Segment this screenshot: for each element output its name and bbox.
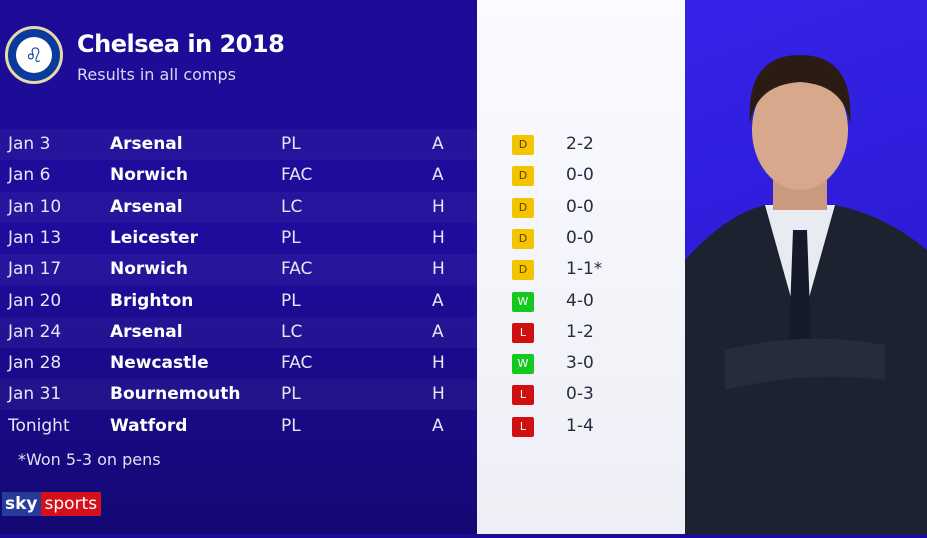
match-date: Tonight [8,415,70,436]
result-badge: W [512,354,534,375]
result-badge: D [512,166,534,187]
manager-photo-panel [685,0,927,534]
footnote: *Won 5-3 on pens [18,450,161,469]
result-row: Jan 3 Arsenal PL A D 2-2 [0,129,685,160]
sky-sports-logo: sky sports [2,492,102,516]
match-date: Jan 13 [8,227,62,248]
competition: FAC [281,353,313,374]
venue: A [432,290,444,311]
match-date: Jan 28 [8,353,62,374]
row-background [0,129,477,160]
venue: H [432,259,445,280]
result-badge: L [512,416,534,437]
results-panel [477,0,685,534]
logo-sky: sky [2,492,41,516]
venue: H [432,227,445,248]
score: 0-3 [566,384,594,405]
manager-photo [685,55,927,534]
opponent: Arsenal [110,134,183,154]
page-subtitle: Results in all comps [77,65,236,84]
result-badge: L [512,385,534,406]
page-title: Chelsea in 2018 [77,30,285,58]
row-background [0,254,477,286]
result-badge: D [512,135,534,155]
result-row: Jan 28 Newcastle FAC H W 3-0 [0,348,685,379]
competition: PL [281,384,301,405]
opponent: Brighton [110,290,194,311]
opponent: Arsenal [110,321,183,342]
logo-sports: sports [40,492,102,516]
competition: PL [281,227,301,248]
row-background [0,379,477,411]
competition: LC [281,196,303,217]
match-date: Jan 17 [8,259,62,280]
score: 1-1* [566,259,603,280]
opponent: Norwich [110,259,189,280]
match-date: Jan 24 [8,321,62,342]
row-background [0,286,477,317]
competition: FAC [281,259,313,280]
opponent: Leicester [110,227,198,248]
competition: PL [281,290,301,311]
result-row: Jan 13 Leicester PL H D 0-0 [0,223,685,254]
score: 0-0 [566,165,594,186]
opponent: Bournemouth [110,384,241,405]
match-date: Jan 3 [8,134,51,154]
result-row: Tonight Watford PL A L 1-4 [0,411,685,442]
score: 1-2 [566,321,594,342]
match-date: Jan 6 [8,165,51,186]
score: 1-4 [566,415,594,436]
row-background [0,191,477,223]
venue: A [432,321,444,342]
competition: LC [281,321,303,342]
result-row: Jan 31 Bournemouth PL H L 0-3 [0,379,685,411]
venue: A [432,415,444,436]
opponent: Newcastle [110,353,209,374]
competition: PL [281,415,301,436]
match-date: Jan 31 [8,384,62,405]
competition: FAC [281,165,313,186]
score: 3-0 [566,353,594,374]
result-row: Jan 10 Arsenal LC H D 0-0 [0,191,685,223]
opponent: Watford [110,415,188,436]
result-badge: L [512,322,534,343]
venue: H [432,353,445,374]
result-row: Jan 24 Arsenal LC A L 1-2 [0,316,685,348]
chelsea-crest-logo: ♌ [5,26,63,84]
result-badge: D [512,197,534,218]
venue: H [432,196,445,217]
result-row: Jan 20 Brighton PL A W 4-0 [0,286,685,317]
row-background [0,348,477,379]
match-date: Jan 10 [8,196,62,217]
result-row: Jan 17 Norwich FAC H D 1-1* [0,254,685,286]
venue: H [432,384,445,405]
row-background [0,223,477,254]
row-background [0,411,477,442]
venue: A [432,165,444,186]
competition: PL [281,134,301,154]
opponent: Norwich [110,165,189,186]
venue: A [432,134,444,154]
lion-icon: ♌ [16,37,52,73]
row-background [0,316,477,348]
result-row: Jan 6 Norwich FAC A D 0-0 [0,160,685,191]
result-badge: D [512,228,534,249]
match-date: Jan 20 [8,290,62,311]
result-badge: W [512,291,534,312]
score: 0-0 [566,196,594,217]
row-background [0,160,477,191]
score: 2-2 [566,134,594,154]
score: 0-0 [566,227,594,248]
result-badge: D [512,260,534,281]
opponent: Arsenal [110,196,183,217]
score: 4-0 [566,290,594,311]
